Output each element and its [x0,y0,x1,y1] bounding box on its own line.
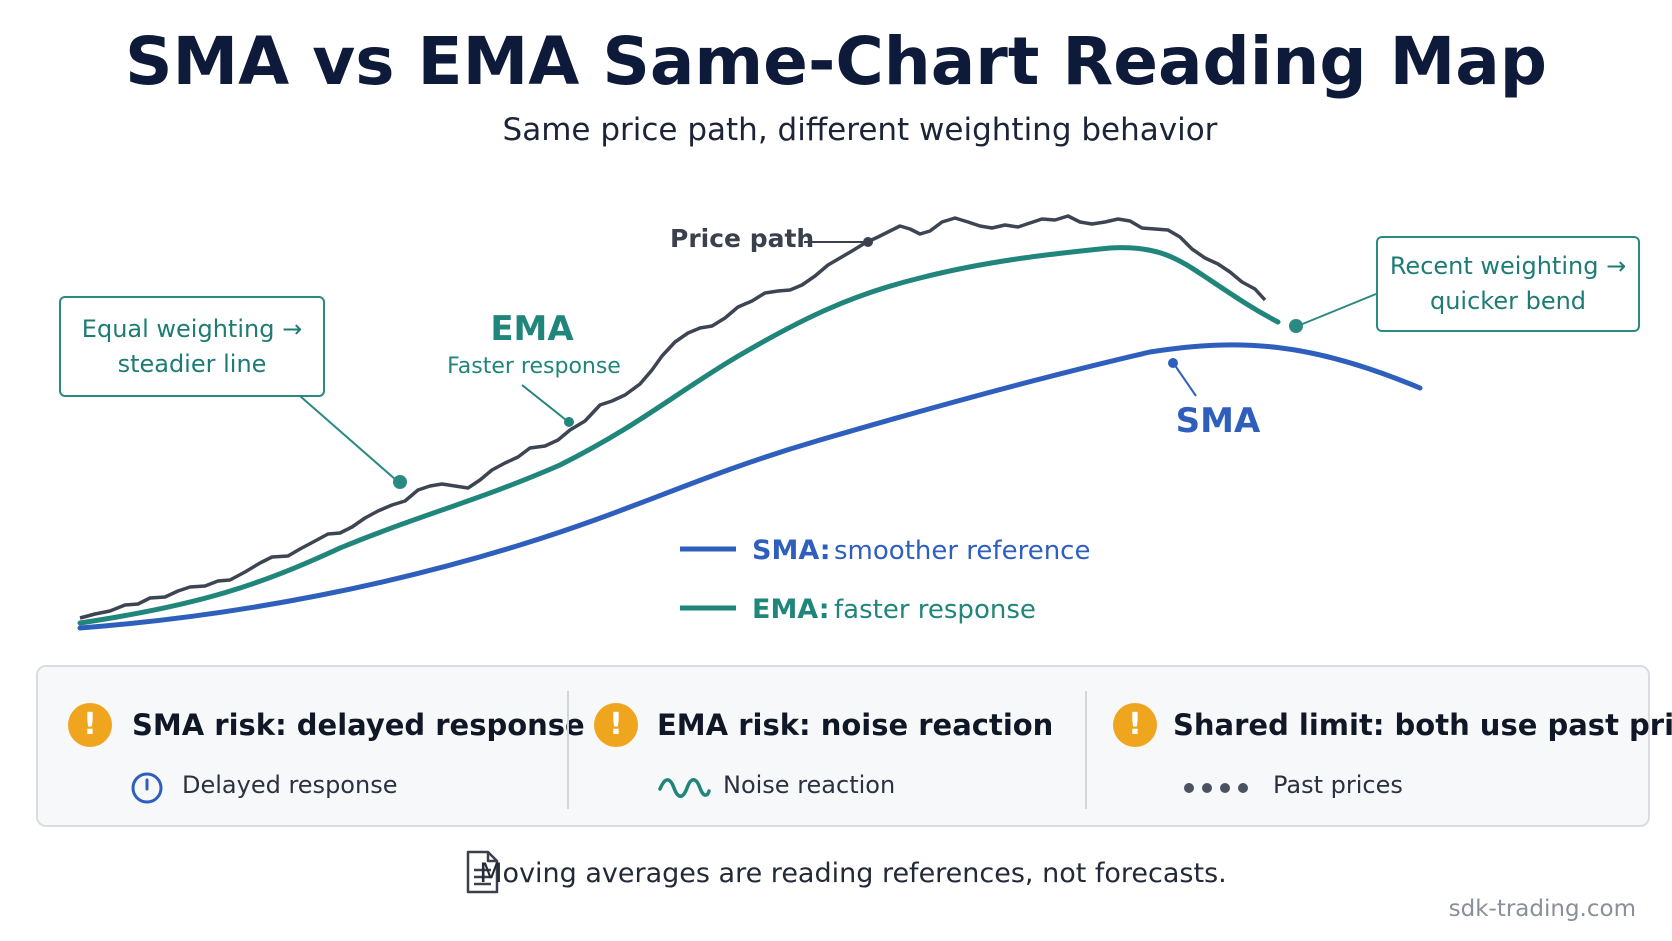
wave-icon [658,778,711,798]
legend-sma-text: smoother reference [834,536,1090,566]
page-title: SMA vs EMA Same-Chart Reading Map [124,23,1548,100]
equal-weighting-callout: Equal weighting → steadier line [59,296,325,397]
risk-title: SMA risk: delayed response [132,708,585,742]
document-icon [466,850,499,894]
ema-leader-line [521,384,567,421]
disclaimer-note: Moving averages are reading references, … [479,858,1227,889]
price-path-label: Price path [670,224,814,253]
ema-line [77,245,1281,626]
recent-weighting-callout: Recent weighting → quicker bend [1376,236,1640,332]
chart-area: Price path EMA Faster response SMA SMA: … [77,214,1423,631]
ema-leader-dot [564,417,574,427]
ema-label: EMA [490,309,574,349]
right-callout-leader [1299,293,1377,326]
risk-item-ema: ! EMA risk: noise reaction Noise reactio… [569,667,1085,825]
ema-note-label: Faster response [447,354,621,379]
sma-leader-line [1173,363,1197,397]
legend-ema-text: faster response [834,595,1036,625]
warning-icon: ! [594,703,638,747]
dots-icon [1184,783,1248,793]
callout-left-line2: steadier line [117,349,267,378]
risk-subtext: Past prices [1273,771,1403,799]
price-leader-dot [863,237,873,247]
risk-divider [1085,691,1087,809]
price-line [79,214,1267,620]
risk-panel: ! SMA risk: delayed response Delayed res… [36,665,1672,827]
risk-item-sma: ! SMA risk: delayed response Delayed res… [38,667,585,825]
risk-title: EMA risk: noise reaction [657,708,1054,742]
warning-icon: ! [68,703,112,747]
legend-sma-key: SMA: [752,535,831,566]
sma-line [77,342,1423,631]
page-subtitle: Same price path, different weighting beh… [502,112,1218,148]
callout-right-line1: Recent weighting → [1389,252,1627,280]
risk-item-shared: ! Shared limit: both use past prices Pas… [1087,667,1672,825]
site-watermark: sdk-trading.com [1448,896,1636,922]
warning-icon: ! [1113,703,1157,747]
sma-label: SMA [1176,401,1261,441]
risk-subtext: Noise reaction [723,771,896,799]
risk-title: Shared limit: both use past prices [1173,708,1672,742]
callout-right-line2: quicker bend [1429,287,1587,315]
left-callout-dot [393,475,407,489]
sma-leader-dot [1168,358,1178,368]
legend-ema-key: EMA: [752,594,830,625]
callout-left-line1: Equal weighting → [81,314,303,343]
clock-icon [131,772,163,804]
left-callout-leader [299,395,397,481]
right-callout-dot [1289,319,1303,333]
risk-subtext: Delayed response [182,771,398,799]
risk-divider [567,691,569,809]
